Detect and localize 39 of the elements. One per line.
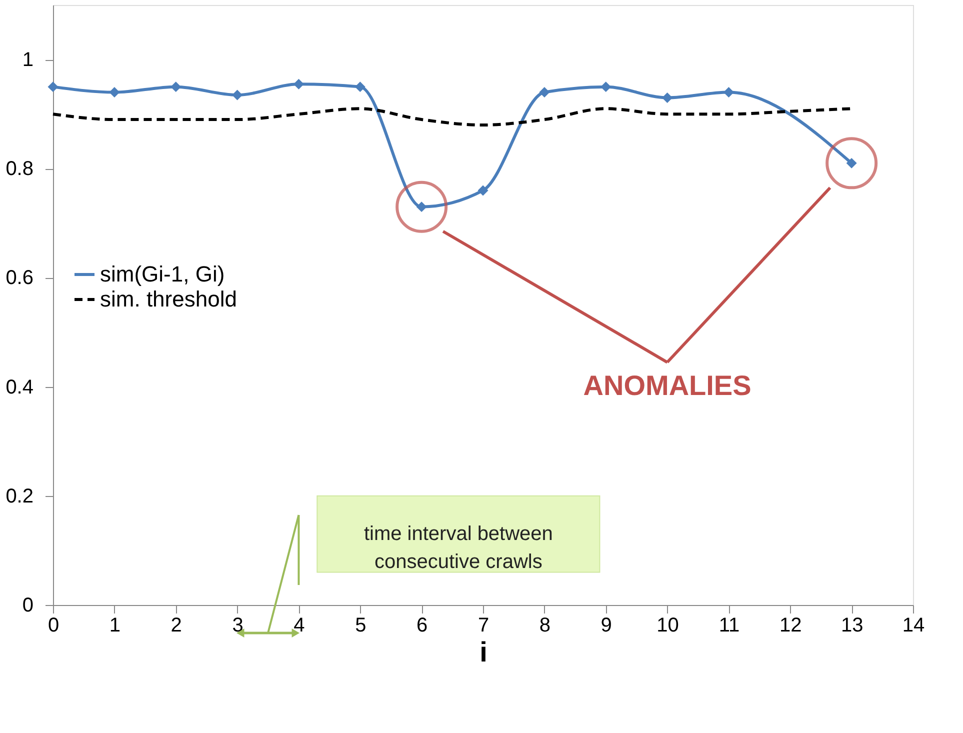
y-tick-label: 0.8: [6, 158, 34, 180]
x-tick-label: 10: [656, 614, 679, 636]
x-tick-label: 6: [416, 614, 428, 636]
x-tick-label: 1: [109, 614, 120, 636]
legend-label: sim. threshold: [100, 286, 237, 312]
point: [416, 202, 427, 212]
annotation: ANOMALIES: [583, 370, 752, 401]
point: [600, 82, 612, 92]
y-tick-label: 0.6: [6, 267, 34, 290]
point: [846, 158, 857, 168]
point: [723, 87, 734, 98]
x-tick-label: 0: [48, 614, 60, 636]
legend-label: sim(Gi-1, Gi): [100, 262, 225, 286]
x-tick-label: 7: [478, 614, 490, 636]
x-tick-label: 12: [780, 614, 802, 636]
y-tick-label: 0: [22, 594, 34, 616]
x-tick-label: 13: [840, 614, 864, 636]
x-tick-label: 3: [232, 614, 244, 636]
y-tick-label: 0.4: [6, 376, 34, 398]
point: [293, 78, 304, 90]
annotation: time interval between consecutive crawls: [364, 523, 553, 574]
x-tick-label: 5: [355, 614, 366, 636]
y-tick-label: 0.2: [6, 485, 34, 508]
x-tick-label: 2: [170, 614, 182, 636]
x-tick-label: 11: [718, 614, 740, 636]
point: [232, 90, 243, 100]
x-axis-title: i: [480, 636, 488, 668]
x-tick-label: 4: [294, 614, 305, 636]
point: [354, 82, 366, 92]
point: [478, 185, 488, 196]
point: [170, 82, 182, 92]
point: [662, 92, 673, 103]
point: [539, 87, 550, 98]
point: [109, 87, 120, 98]
y-tick-label: 1: [22, 49, 34, 72]
point: [48, 82, 58, 92]
x-tick-label: 9: [600, 614, 612, 636]
x-tick-label: 14: [902, 614, 925, 636]
x-tick-label: 8: [539, 614, 550, 636]
